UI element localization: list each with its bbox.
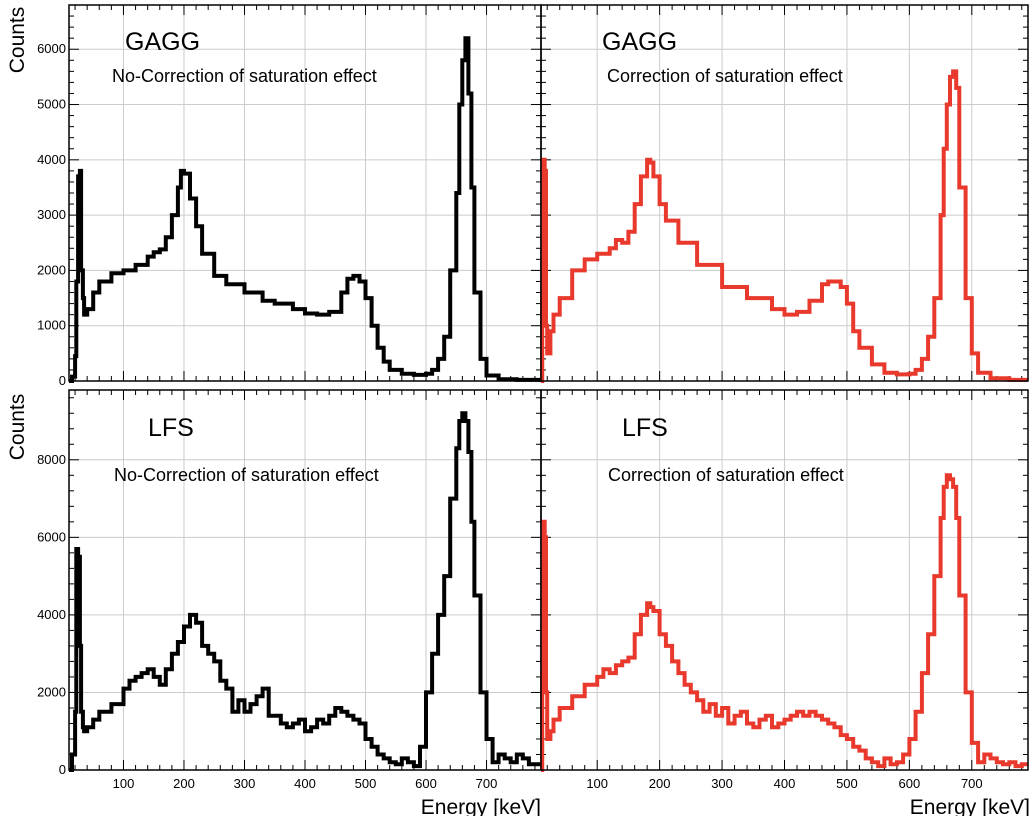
x-axis-title-left: Energy [keV] [421, 796, 541, 816]
panel-subtitle: No-Correction of saturation effect [114, 465, 379, 485]
x-tick-label: 500 [836, 776, 858, 791]
y-axis-title-bottom: Counts [6, 394, 29, 461]
x-tick-label: 200 [649, 776, 671, 791]
series-line-4 [540, 473, 1028, 772]
panel-subtitle: No-Correction of saturation effect [112, 66, 377, 86]
y-tick-label: 0 [59, 762, 66, 777]
x-tick-label: 200 [173, 776, 195, 791]
panel-title: GAGG [125, 28, 200, 56]
y-tick-label: 3000 [37, 207, 66, 222]
y-tick-label: 1000 [37, 318, 66, 333]
x-tick-label: 100 [113, 776, 135, 791]
chart-panel-2: GAGG Correction of saturation effect [540, 4, 1029, 383]
x-tick-label: 500 [355, 776, 377, 791]
panel-subtitle: Correction of saturation effect [607, 66, 843, 86]
y-tick-label: 6000 [37, 41, 66, 56]
x-tick-label: 700 [476, 776, 498, 791]
series-line-1 [69, 36, 543, 383]
x-axis-title-right: Energy [keV] [910, 796, 1030, 816]
y-tick-label: 4000 [37, 152, 66, 167]
y-tick-label: 2000 [37, 262, 66, 277]
plot-frame [540, 4, 1029, 382]
x-tick-label: 300 [234, 776, 256, 791]
x-tick-label: 600 [415, 776, 437, 791]
y-tick-label: 6000 [37, 529, 66, 544]
y-tick-label: 2000 [37, 684, 66, 699]
y-axis-title-top: Counts [6, 7, 29, 74]
panel-title: GAGG [602, 28, 677, 56]
x-tick-label: 700 [961, 776, 983, 791]
panel-title: LFS [622, 414, 668, 442]
y-tick-label: 4000 [37, 607, 66, 622]
x-tick-label: 600 [899, 776, 921, 791]
chart-panel-4: 100 200 300 400 500 600 700 LFS Correction of sa… [540, 389, 1029, 791]
series-line-2 [540, 69, 1028, 383]
chart-panel-3: 100 200 300 400 500 600 700 0 2000 4000 6000 8000 LF… [37, 389, 542, 791]
x-tick-label: 100 [586, 776, 608, 791]
y-tick-label: 0 [59, 373, 66, 388]
plot-frame [540, 389, 1029, 771]
x-tick-label: 400 [774, 776, 796, 791]
y-tick-label: 8000 [37, 452, 66, 467]
y-tick-label: 5000 [37, 97, 66, 112]
x-tick-label: 300 [711, 776, 733, 791]
series-line-3 [69, 411, 541, 772]
panel-subtitle: Correction of saturation effect [608, 465, 844, 485]
chart-panel-1: 0 1000 2000 3000 4000 5000 6000 GAGG No-Correcti… [37, 4, 543, 388]
x-tick-label: 400 [294, 776, 316, 791]
panel-title: LFS [148, 414, 194, 442]
